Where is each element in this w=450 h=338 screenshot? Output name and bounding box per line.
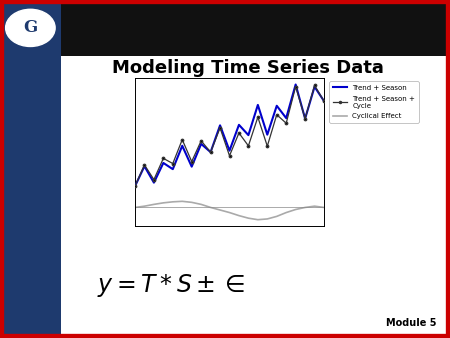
Text: Modeling Time Series Data: Modeling Time Series Data (112, 58, 383, 77)
Text: Module 5: Module 5 (386, 318, 436, 328)
Legend: Trend + Season, Trend + Season +
Cycle, Cyclical Effect: Trend + Season, Trend + Season + Cycle, … (329, 81, 418, 123)
Text: $\mathit{y} = \mathit{T} * \mathit{S} \pm \in$: $\mathit{y} = \mathit{T} * \mathit{S} \p… (97, 272, 245, 299)
Bar (0, 0, 61, 338)
Text: G: G (23, 19, 37, 37)
Circle shape (6, 9, 55, 46)
Bar (0, 0, 450, 56)
